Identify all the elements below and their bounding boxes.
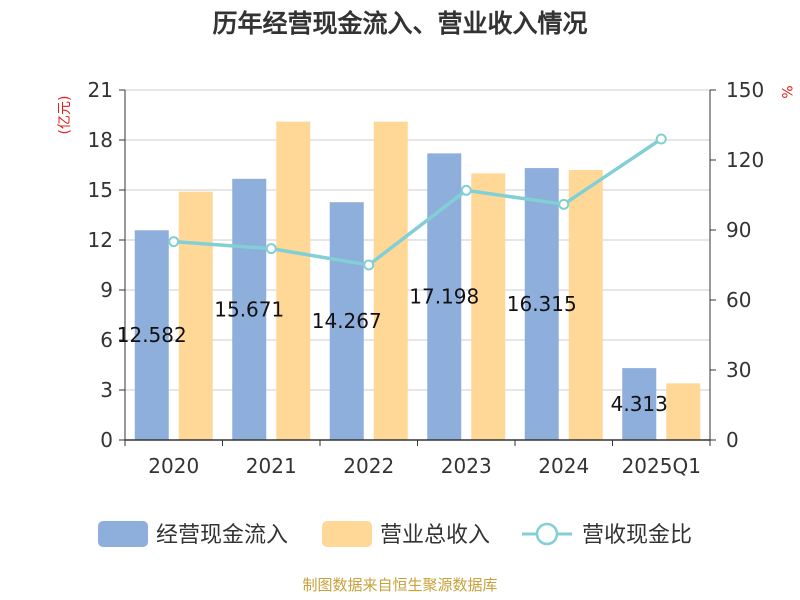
bar-data-label: 14.267 bbox=[312, 309, 382, 333]
right-axis-unit: % bbox=[778, 85, 794, 98]
x-axis-category-label: 2024 bbox=[538, 454, 589, 478]
axes: 0 3 6 9 12 15 18 21 0 30 60 90 120 150 2020 2021 2022 202… bbox=[88, 78, 765, 478]
bar-cash-inflow bbox=[524, 168, 559, 441]
left-axis-tick-label: 9 bbox=[100, 278, 113, 302]
left-axis-tick-label: 6 bbox=[100, 328, 113, 352]
legend-swatch-cash-inflow bbox=[98, 521, 148, 547]
left-axis-tick-label: 15 bbox=[88, 178, 113, 202]
left-axis-tick-label: 3 bbox=[100, 378, 113, 402]
legend-swatch-ratio-marker bbox=[535, 522, 559, 546]
bar-cash-inflow bbox=[622, 368, 657, 440]
bar-revenue bbox=[666, 383, 701, 440]
ratio-line-point bbox=[558, 198, 570, 210]
bar-revenue bbox=[276, 121, 311, 441]
bar-revenue bbox=[568, 170, 603, 440]
left-axis-tick-label: 21 bbox=[88, 78, 113, 102]
bars bbox=[134, 121, 701, 441]
legend-label-revenue: 营业总收入 bbox=[380, 523, 490, 548]
x-axis-category-label: 2023 bbox=[441, 454, 492, 478]
right-axis-tick-label: 30 bbox=[726, 358, 751, 382]
bar-cash-inflow bbox=[427, 153, 462, 440]
left-axis-tick-label: 0 bbox=[100, 428, 113, 452]
chart-title: 历年经营现金流入、营业收入情况 bbox=[212, 9, 587, 38]
right-axis-tick-label: 150 bbox=[726, 78, 764, 102]
right-axis-tick-label: 90 bbox=[726, 218, 751, 242]
ratio-line-point bbox=[265, 243, 277, 255]
x-axis-category-label: 2022 bbox=[343, 454, 394, 478]
left-axis-tick-label: 18 bbox=[88, 128, 113, 152]
x-axis-category-label: 2025Q1 bbox=[622, 454, 701, 478]
ratio-line-point bbox=[168, 236, 180, 248]
data-labels: 12.582 15.671 14.267 17.198 16.315 4.313 bbox=[117, 285, 668, 416]
legend-label-ratio: 营收现金比 bbox=[582, 523, 692, 548]
right-axis-tick-label: 0 bbox=[726, 428, 739, 452]
bar-data-label: 15.671 bbox=[214, 297, 284, 321]
bar-data-label: 4.313 bbox=[611, 392, 668, 416]
ratio-line bbox=[168, 133, 667, 271]
bar-data-label: 17.198 bbox=[409, 285, 479, 309]
bar-cash-inflow bbox=[134, 230, 169, 440]
left-axis-tick-label: 12 bbox=[88, 228, 113, 252]
grid-lines bbox=[125, 89, 710, 391]
x-axis-category-label: 2021 bbox=[246, 454, 297, 478]
legend-label-cash-inflow: 经营现金流入 bbox=[156, 523, 288, 548]
bar-data-label: 16.315 bbox=[507, 292, 577, 316]
right-axis-tick-label: 120 bbox=[726, 148, 764, 172]
ratio-line-point bbox=[363, 259, 375, 271]
bar-cash-inflow bbox=[232, 178, 267, 441]
bar-revenue bbox=[178, 191, 213, 440]
ratio-line-point bbox=[460, 184, 472, 196]
bar-revenue bbox=[471, 173, 506, 441]
ratio-line-path bbox=[173, 137, 663, 267]
bar-data-label: 12.582 bbox=[117, 323, 187, 347]
bar-revenue bbox=[373, 121, 408, 441]
legend-swatch-revenue bbox=[322, 521, 372, 547]
legend[interactable]: 经营现金流入 营业总收入 营收现金比 bbox=[98, 521, 692, 548]
x-axis-category-label: 2020 bbox=[148, 454, 199, 478]
left-axis-unit: (亿元) bbox=[57, 96, 73, 135]
right-axis-tick-label: 60 bbox=[726, 288, 751, 312]
ratio-line-point bbox=[655, 133, 667, 145]
source-note: 制图数据来自恒生聚源数据库 bbox=[302, 576, 497, 594]
bar-cash-inflow bbox=[329, 202, 364, 440]
